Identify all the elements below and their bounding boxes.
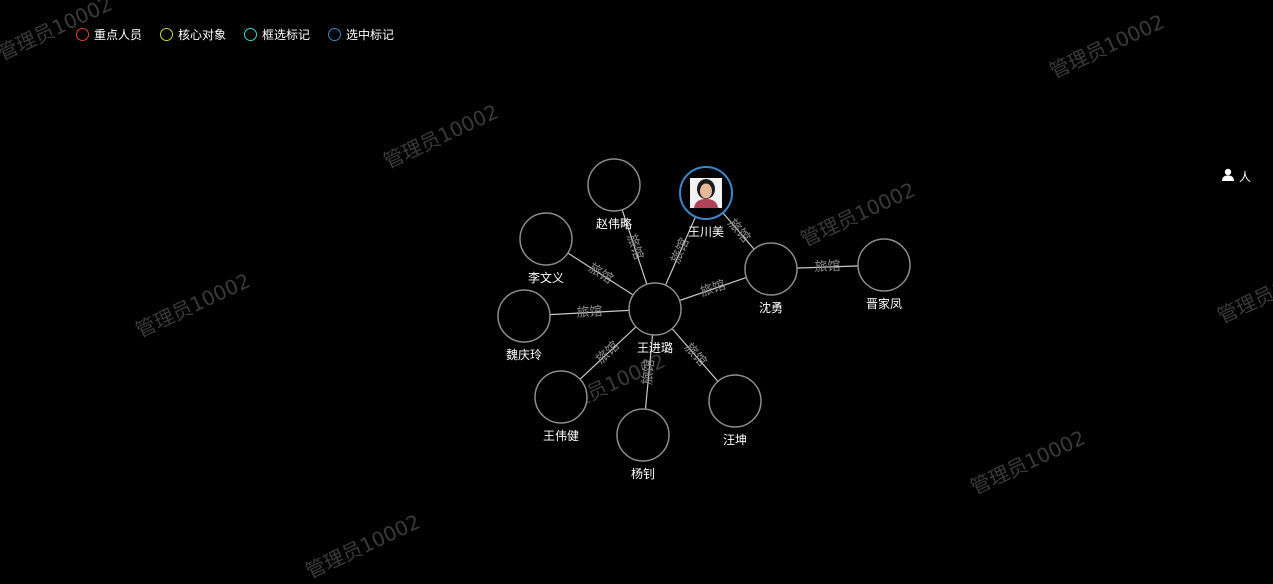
node-circle[interactable] bbox=[744, 242, 798, 296]
node-label: 赵伟略 bbox=[596, 216, 632, 231]
legend-ring-icon bbox=[76, 28, 89, 41]
legend-item[interactable]: 框选标记 bbox=[244, 26, 310, 43]
node-circle[interactable] bbox=[519, 212, 573, 266]
node-yz[interactable]: 杨钊 bbox=[616, 408, 670, 481]
node-jjf[interactable]: 晋家凤 bbox=[857, 238, 911, 311]
person-filter-label: 人 bbox=[1239, 170, 1252, 184]
node-label: 王川美 bbox=[688, 225, 724, 239]
legend-ring-icon bbox=[328, 28, 342, 41]
legend-item[interactable]: 选中标记 bbox=[328, 26, 394, 43]
legend-label: 框选标记 bbox=[262, 28, 311, 42]
node-wcm[interactable]: 王川美 bbox=[679, 166, 733, 239]
legend-label: 核心对象 bbox=[178, 28, 227, 42]
person-filter-button[interactable]: 人 bbox=[1221, 168, 1251, 185]
node-label: 李文义 bbox=[528, 270, 564, 285]
node-wwj[interactable]: 王伟健 bbox=[534, 370, 588, 443]
legend: 重点人员 核心对象 框选标记 选中标记 bbox=[76, 26, 394, 43]
legend-item[interactable]: 核心对象 bbox=[160, 26, 226, 43]
avatar-photo-icon bbox=[690, 178, 722, 208]
node-label: 沈勇 bbox=[759, 300, 783, 315]
node-sy[interactable]: 沈勇 bbox=[744, 242, 798, 315]
edge-label: 旅馆 bbox=[586, 261, 616, 288]
node-circle[interactable] bbox=[587, 158, 641, 212]
edge-label: 旅馆 bbox=[681, 340, 709, 369]
legend-item[interactable]: 重点人员 bbox=[76, 26, 142, 43]
node-label: 王进璐 bbox=[637, 341, 673, 355]
node-circle[interactable] bbox=[857, 238, 911, 292]
node-circle[interactable] bbox=[534, 370, 588, 424]
legend-ring-icon bbox=[244, 28, 258, 41]
node-circle[interactable] bbox=[497, 289, 551, 343]
legend-label: 选中标记 bbox=[346, 28, 395, 42]
edge-label: 旅馆 bbox=[640, 358, 657, 385]
edge-label: 旅馆 bbox=[698, 278, 727, 301]
person-icon bbox=[1221, 168, 1235, 185]
node-zwl[interactable]: 赵伟略 bbox=[587, 158, 641, 231]
node-wjl[interactable]: 王进璐 bbox=[628, 282, 682, 355]
legend-ring-icon bbox=[160, 28, 174, 41]
edge-label: 旅馆 bbox=[724, 216, 752, 246]
node-label: 汪坤 bbox=[723, 432, 747, 447]
node-wk[interactable]: 汪坤 bbox=[708, 374, 762, 447]
edge-label: 旅馆 bbox=[814, 259, 841, 275]
legend-label: 重点人员 bbox=[94, 28, 143, 42]
edge-label: 旅馆 bbox=[576, 304, 603, 320]
node-label: 晋家凤 bbox=[866, 296, 902, 311]
node-label: 杨钊 bbox=[631, 466, 655, 481]
node-circle[interactable] bbox=[628, 282, 682, 336]
node-circle[interactable] bbox=[708, 374, 762, 428]
node-label: 魏庆玲 bbox=[506, 347, 542, 362]
node-wql[interactable]: 魏庆玲 bbox=[497, 289, 551, 362]
node-lwy[interactable]: 李文义 bbox=[519, 212, 573, 285]
node-circle[interactable] bbox=[616, 408, 670, 462]
node-label: 王伟健 bbox=[543, 429, 579, 443]
edge-label: 旅馆 bbox=[668, 236, 692, 266]
edge-label: 旅馆 bbox=[623, 232, 645, 261]
